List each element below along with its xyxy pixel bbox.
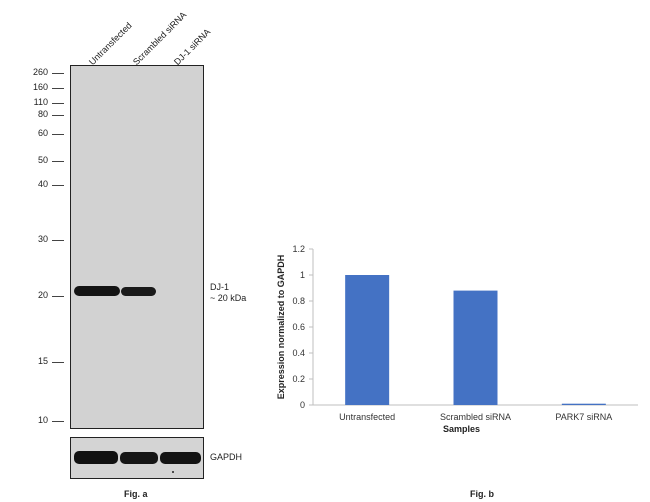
x-tick-label: PARK7 siRNA (555, 412, 612, 422)
bar (345, 275, 390, 405)
mw-tick-60 (52, 134, 64, 135)
lane-label-untransfected: Untransfected (87, 20, 134, 68)
mw-tick-160 (52, 88, 64, 89)
mw-tick-10 (52, 421, 64, 422)
lane-label-dj1-sirna: DJ-1 siRNA (172, 26, 213, 68)
gapdh-label: GAPDH (210, 452, 243, 462)
x-axis-title: Samples (443, 424, 480, 434)
mw-marker-260: 260 (32, 67, 48, 77)
x-tick-label: Untransfected (339, 412, 395, 422)
mw-marker-40: 40 (37, 179, 48, 189)
mw-tick-40 (52, 185, 64, 186)
gapdh-band-dj1-sirna (160, 452, 201, 464)
mw-marker-160: 160 (32, 82, 48, 92)
bar (561, 403, 606, 405)
y-tick-label: 1.2 (292, 244, 305, 254)
mw-marker-50: 50 (37, 155, 48, 165)
mw-marker-80: 80 (37, 109, 48, 119)
y-tick-label: 1 (300, 270, 305, 280)
mw-marker-20: 20 (37, 290, 48, 300)
bar (453, 290, 498, 405)
y-tick-label: 0.4 (292, 348, 305, 358)
mw-marker-30: 30 (37, 234, 48, 244)
y-axis-title: Expression normalized to GAPDH (276, 255, 286, 400)
y-tick-label: 0.2 (292, 374, 305, 384)
gapdh-band-scrambled-sirna (120, 452, 158, 464)
gapdh-blot-panel (70, 437, 204, 479)
bar-chart-svg: 0 0.2 0.4 0.6 0.8 1 1.2 Untransfected Scrambled … (276, 244, 638, 434)
dj1-size-label: ~ 20 kDa (210, 293, 247, 303)
dj1-band-scrambled-sirna (121, 287, 156, 296)
mw-tick-15 (52, 362, 64, 363)
y-tick-label: 0 (300, 400, 305, 410)
mw-marker-15: 15 (37, 356, 48, 366)
y-tick-label: 0.6 (292, 322, 305, 332)
y-tick-label: 0.8 (292, 296, 305, 306)
blot-speck (172, 471, 174, 473)
mw-tick-110 (52, 103, 64, 104)
mw-marker-10: 10 (37, 415, 48, 425)
expression-bar-chart: 0 0.2 0.4 0.6 0.8 1 1.2 Untransfected Scrambled … (270, 240, 650, 450)
dj1-label: DJ-1 (210, 282, 230, 292)
mw-marker-110: 110 (33, 97, 48, 107)
fig-a-caption: Fig. a (124, 489, 148, 499)
x-tick-label: Scrambled siRNA (440, 412, 511, 422)
gapdh-band-untransfected (74, 451, 118, 464)
dj1-band-untransfected (74, 286, 120, 296)
mw-tick-20 (52, 296, 64, 297)
dj1-band-label: DJ-1 ~ 20 kDa (210, 282, 246, 304)
fig-b-caption: Fig. b (470, 489, 494, 499)
mw-tick-260 (52, 73, 64, 74)
mw-tick-50 (52, 161, 64, 162)
mw-tick-30 (52, 240, 64, 241)
mw-marker-60: 60 (37, 128, 48, 138)
western-blot-panel (70, 65, 204, 429)
mw-tick-80 (52, 115, 64, 116)
